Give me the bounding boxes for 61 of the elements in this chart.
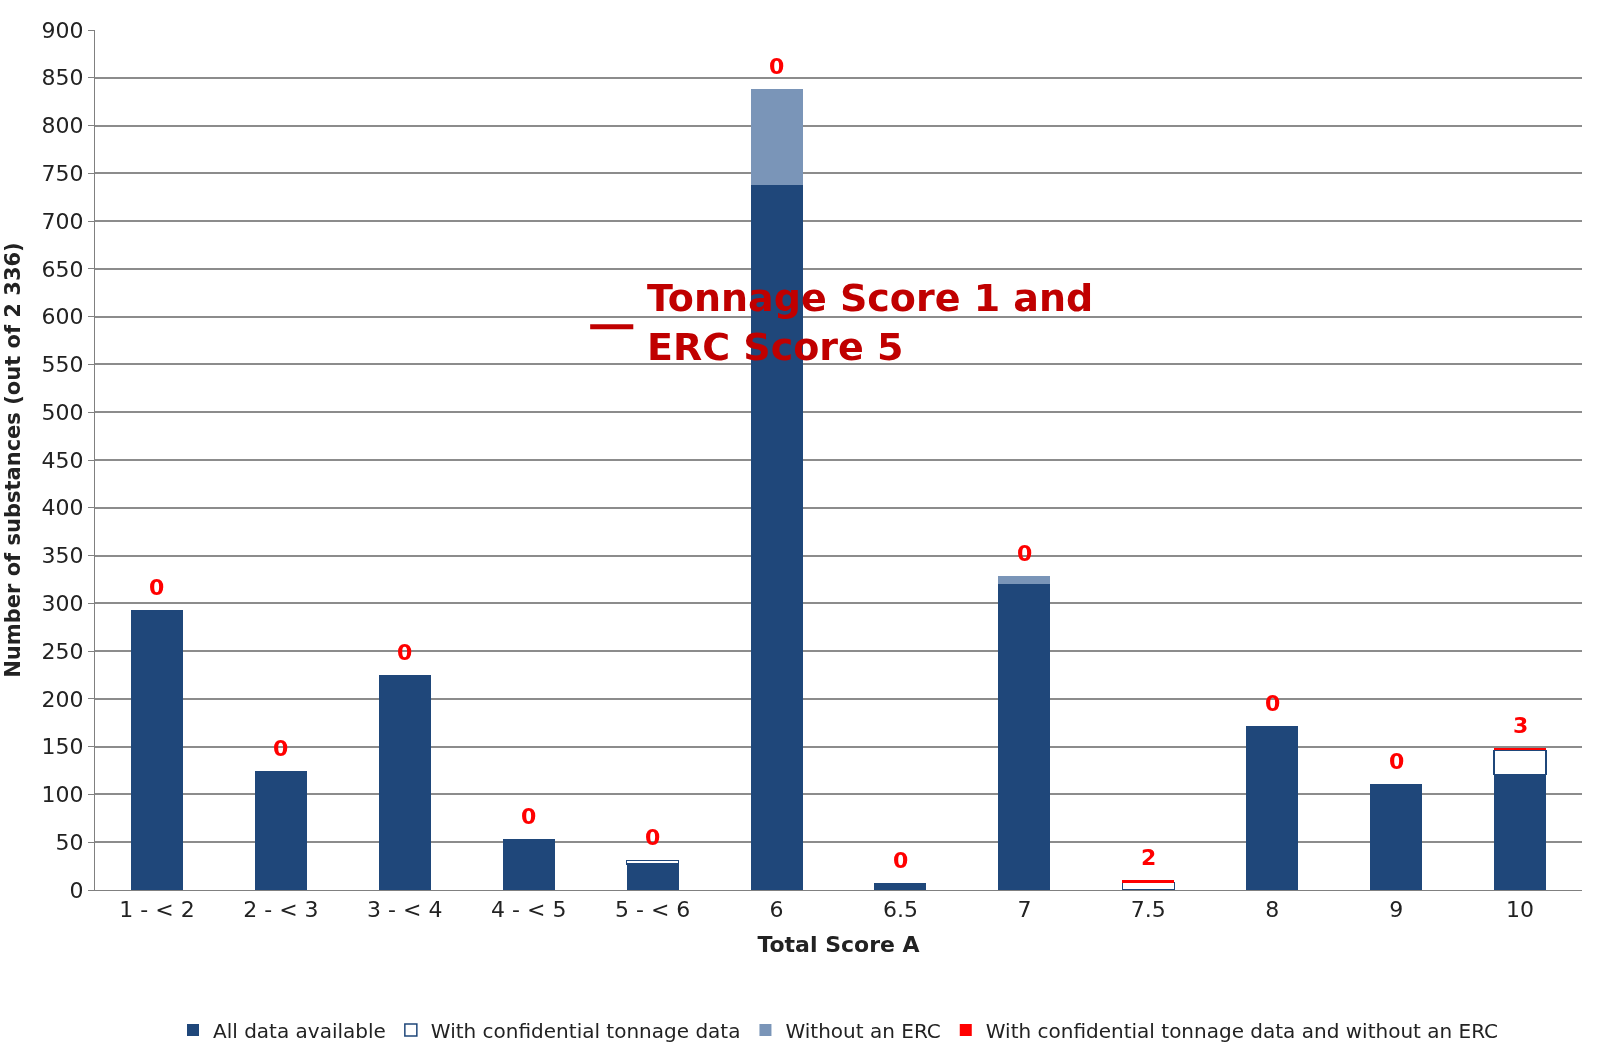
bar xyxy=(130,610,183,890)
data-label: 0 xyxy=(521,804,537,829)
x-tick-label: 8 xyxy=(1265,897,1280,923)
data-label: 0 xyxy=(149,575,165,600)
y-tick-label: 350 xyxy=(41,543,84,569)
y-tick-label: 850 xyxy=(41,65,84,91)
legend-label: Without an ERC xyxy=(785,1018,941,1043)
x-tick-label: 6.5 xyxy=(882,897,918,923)
data-label: 3 xyxy=(1513,713,1529,738)
bar xyxy=(378,675,431,890)
bar xyxy=(750,89,803,185)
y-tick-label: 650 xyxy=(41,256,84,282)
y-tick-label: 600 xyxy=(41,304,84,330)
bar xyxy=(1370,783,1423,890)
y-tick-label: 800 xyxy=(41,113,84,139)
x-tick-label: 10 xyxy=(1506,897,1535,923)
x-tick-label: 2 - < 3 xyxy=(243,897,319,923)
bar xyxy=(1122,880,1175,883)
y-tick-label: 900 xyxy=(41,17,84,43)
y-tick-label: 500 xyxy=(41,399,84,425)
y-tick-label: 400 xyxy=(41,495,84,521)
y-tick-label: 0 xyxy=(69,877,84,903)
x-tick-label: 7 xyxy=(1017,897,1032,923)
bar xyxy=(998,584,1051,890)
data-label: 0 xyxy=(1389,749,1405,774)
y-axis-title: Number of substances (out of 2 336) xyxy=(0,242,25,678)
x-tick-label: 4 - < 5 xyxy=(491,897,567,923)
bar xyxy=(502,839,555,890)
y-tick-label: 700 xyxy=(41,208,84,234)
data-label: 0 xyxy=(769,54,785,79)
y-tick-label: 450 xyxy=(41,447,84,473)
y-tick-label: 50 xyxy=(55,829,84,855)
data-label: 0 xyxy=(1265,691,1281,716)
x-tick-label: 7.5 xyxy=(1130,897,1166,923)
x-axis-title: Total Score A xyxy=(757,932,920,958)
data-label: 0 xyxy=(1017,541,1033,566)
x-tick-label: 9 xyxy=(1389,897,1404,923)
bar xyxy=(874,883,927,890)
y-tick-label: 150 xyxy=(41,734,84,760)
legend-label: With confidential tonnage data and without an ERC xyxy=(985,1018,1499,1043)
legend-label: All data available xyxy=(213,1018,386,1043)
x-tick-label: 6 xyxy=(769,897,784,923)
bar xyxy=(1246,725,1299,890)
bar xyxy=(626,864,679,890)
data-label: 0 xyxy=(893,848,909,873)
data-label: 0 xyxy=(273,736,289,761)
bar xyxy=(254,770,307,890)
data-label: 0 xyxy=(397,640,413,665)
y-tick-label: 250 xyxy=(41,638,84,664)
y-tick-label: 300 xyxy=(41,591,84,617)
y-tick-label: 550 xyxy=(41,352,84,378)
y-tick-label: 100 xyxy=(41,782,84,808)
x-tick-label: 5 - < 6 xyxy=(614,897,691,923)
x-tick-label: 1 - < 2 xyxy=(119,897,195,923)
x-tick-label: 3 - < 4 xyxy=(367,897,443,923)
y-tick-label: 200 xyxy=(41,686,84,712)
data-label: 0 xyxy=(645,825,661,850)
bar xyxy=(998,575,1051,585)
y-tick-label: 750 xyxy=(41,161,84,187)
legend-label: With confidential tonnage data xyxy=(430,1018,741,1043)
data-label: 2 xyxy=(1141,845,1157,870)
